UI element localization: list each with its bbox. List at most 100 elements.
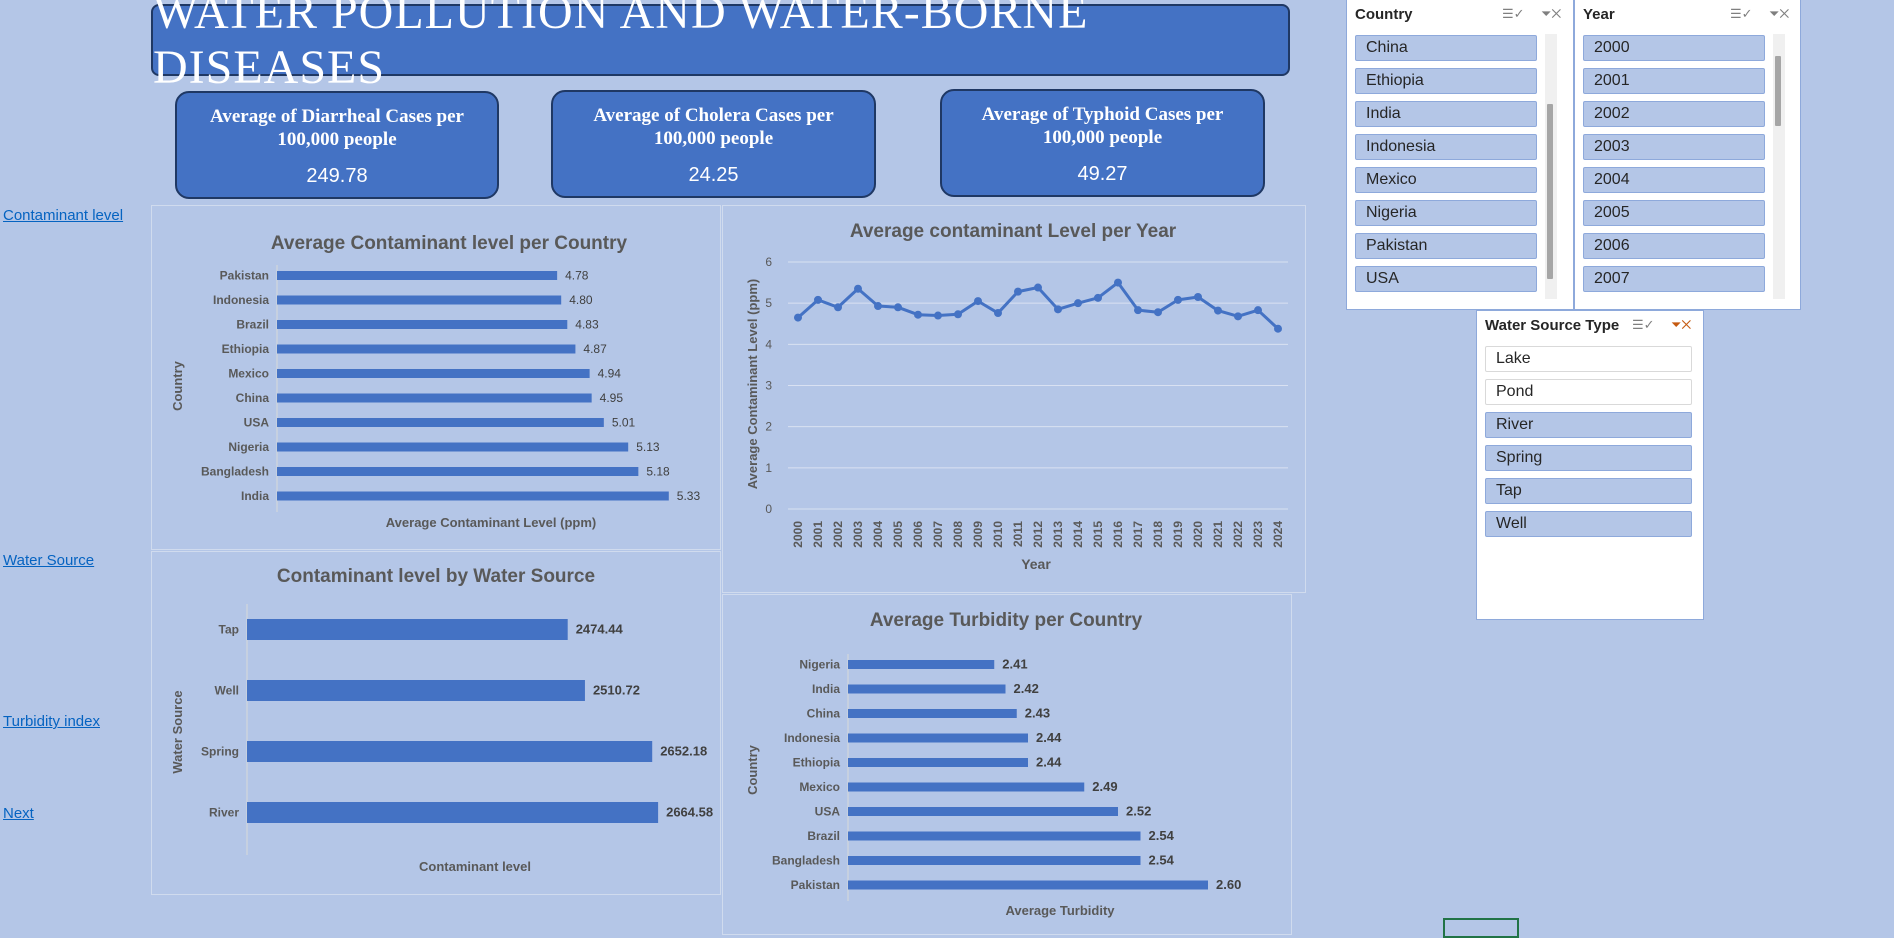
x-tick-label: 2003 — [851, 521, 865, 548]
bar — [848, 831, 1141, 841]
data-label: 4.95 — [600, 391, 624, 405]
kpi-diarrheal-card: Average of Diarrheal Cases per 100,000 p… — [175, 91, 499, 199]
chart-contaminant-per-year[interactable]: Average contaminant Level per Year 0 1 2 3 4 5… — [722, 205, 1306, 593]
country-item-nigeria[interactable]: Nigeria — [1355, 200, 1537, 226]
clear-filter-icon[interactable]: ⏷✕ — [1671, 317, 1692, 332]
country-slicer[interactable]: Country ☰✓ ⏷✕ China Ethiopia India Indonesi… — [1346, 0, 1574, 310]
slicer-scroll-thumb[interactable] — [1547, 104, 1553, 279]
x-tick-label: 2020 — [1191, 521, 1205, 548]
slicer-scrollbar[interactable] — [1773, 34, 1785, 299]
y-tick-label: 3 — [765, 379, 772, 393]
x-tick-label: 2010 — [991, 521, 1005, 548]
slicer-scroll-thumb[interactable] — [1775, 56, 1781, 126]
year-item-2007[interactable]: 2007 — [1583, 266, 1765, 292]
country-item-indonesia[interactable]: Indonesia — [1355, 134, 1537, 160]
data-point — [914, 310, 922, 319]
active-cell-selection[interactable] — [1443, 918, 1519, 938]
y-tick-label: 1 — [765, 461, 772, 475]
y-tick-label: 0 — [765, 502, 772, 516]
category-label: Tap — [219, 623, 239, 637]
multi-select-icon[interactable]: ☰✓ — [1632, 317, 1655, 332]
country-item-china[interactable]: China — [1355, 35, 1537, 61]
data-label: 5.01 — [612, 416, 636, 430]
bar — [848, 758, 1028, 767]
data-point — [1074, 299, 1082, 308]
chart-title: Average contaminant Level per Year — [850, 221, 1177, 242]
country-item-usa[interactable]: USA — [1355, 266, 1537, 292]
bar — [247, 680, 585, 701]
data-point — [954, 310, 962, 319]
year-item-2004[interactable]: 2004 — [1583, 167, 1765, 193]
y-axis-title: Water Source — [170, 690, 185, 773]
x-tick-label: 2018 — [1151, 521, 1165, 548]
clear-filter-icon[interactable]: ⏷✕ — [1541, 6, 1562, 21]
y-tick-label: 6 — [765, 255, 772, 269]
year-item-2003[interactable]: 2003 — [1583, 134, 1765, 160]
turbidity-index-link[interactable]: Turbidity index — [3, 713, 100, 730]
y-tick-label: 5 — [765, 296, 772, 310]
year-item-2001[interactable]: 2001 — [1583, 68, 1765, 94]
country-item-ethiopia[interactable]: Ethiopia — [1355, 68, 1537, 94]
bar — [277, 295, 562, 305]
slicer-scrollbar[interactable] — [1545, 34, 1557, 299]
next-link[interactable]: Next — [3, 805, 34, 822]
x-axis-title: Contaminant level — [419, 859, 531, 874]
water-source-item-lake[interactable]: Lake — [1485, 346, 1692, 372]
data-label: 5.33 — [677, 489, 701, 503]
data-point — [1234, 312, 1242, 321]
year-slicer[interactable]: Year ☰✓ ⏷✕ 2000 2001 2002 2003 2004 2005 2006 2… — [1574, 0, 1801, 310]
multi-select-icon[interactable]: ☰✓ — [1730, 6, 1753, 21]
country-slicer-title: Country — [1355, 6, 1413, 23]
contaminant-level-link[interactable]: Contaminant level — [3, 207, 124, 224]
data-point — [1094, 293, 1102, 302]
chart-contaminant-per-country-svg: Average Contaminant level per Country Pak… — [170, 233, 701, 530]
clear-filter-icon[interactable]: ⏷✕ — [1769, 6, 1790, 21]
bar — [277, 369, 590, 378]
water-source-link[interactable]: Water Source — [3, 552, 95, 569]
year-item-2000[interactable]: 2000 — [1583, 35, 1765, 61]
category-label: Bangladesh — [772, 854, 840, 868]
kpi-diarrheal-value: 249.78 — [306, 165, 368, 187]
water-source-item-tap[interactable]: Tap — [1485, 478, 1692, 504]
water-source-item-spring[interactable]: Spring — [1485, 445, 1692, 471]
bar — [247, 619, 568, 640]
category-label: China — [236, 391, 270, 405]
water-source-item-well[interactable]: Well — [1485, 511, 1692, 537]
bar — [277, 442, 629, 452]
year-item-2005[interactable]: 2005 — [1583, 200, 1765, 226]
water-source-slicer[interactable]: Water Source Type ☰✓ ⏷✕ Lake Pond River Spr… — [1476, 310, 1704, 620]
country-item-mexico[interactable]: Mexico — [1355, 167, 1537, 193]
category-label: Ethiopia — [222, 342, 270, 356]
country-item-india[interactable]: India — [1355, 101, 1537, 127]
x-tick-label: 2014 — [1071, 521, 1085, 548]
x-tick-label: 2001 — [811, 521, 825, 548]
kpi-typhoid-value: 49.27 — [1077, 163, 1128, 185]
data-point — [1014, 287, 1022, 296]
bar — [247, 741, 653, 762]
year-item-2002[interactable]: 2002 — [1583, 101, 1765, 127]
x-tick-label: 2000 — [791, 521, 805, 548]
data-label: 2.60 — [1216, 877, 1241, 892]
bar — [277, 418, 604, 427]
y-tick-label: 4 — [765, 337, 772, 351]
country-item-pakistan[interactable]: Pakistan — [1355, 233, 1537, 259]
data-label: 4.80 — [569, 293, 593, 307]
category-label: USA — [815, 805, 841, 819]
chart-contaminant-per-country[interactable]: Average Contaminant level per Country Pak… — [151, 205, 721, 550]
water-source-item-river[interactable]: River — [1485, 412, 1692, 438]
data-label: 2.41 — [1002, 657, 1027, 672]
data-point — [794, 313, 802, 322]
kpi-typhoid-label: Average of Typhoid Cases per 100,000 peo… — [981, 104, 1224, 148]
chart-contaminant-by-source[interactable]: Contaminant level by Water Source Tap 2474… — [151, 551, 721, 895]
year-item-2006[interactable]: 2006 — [1583, 233, 1765, 259]
data-label: 2.49 — [1092, 779, 1117, 794]
chart-turbidity-per-country[interactable]: Average Turbidity per Country Nigeria 2.41… — [722, 594, 1292, 935]
category-label: Indonesia — [213, 293, 269, 307]
multi-select-icon[interactable]: ☰✓ — [1502, 6, 1525, 21]
category-label: China — [807, 707, 841, 721]
bar — [277, 344, 576, 354]
water-source-item-pond[interactable]: Pond — [1485, 379, 1692, 405]
data-label: 2.54 — [1149, 828, 1175, 843]
bar — [848, 660, 995, 669]
bar — [848, 782, 1085, 792]
